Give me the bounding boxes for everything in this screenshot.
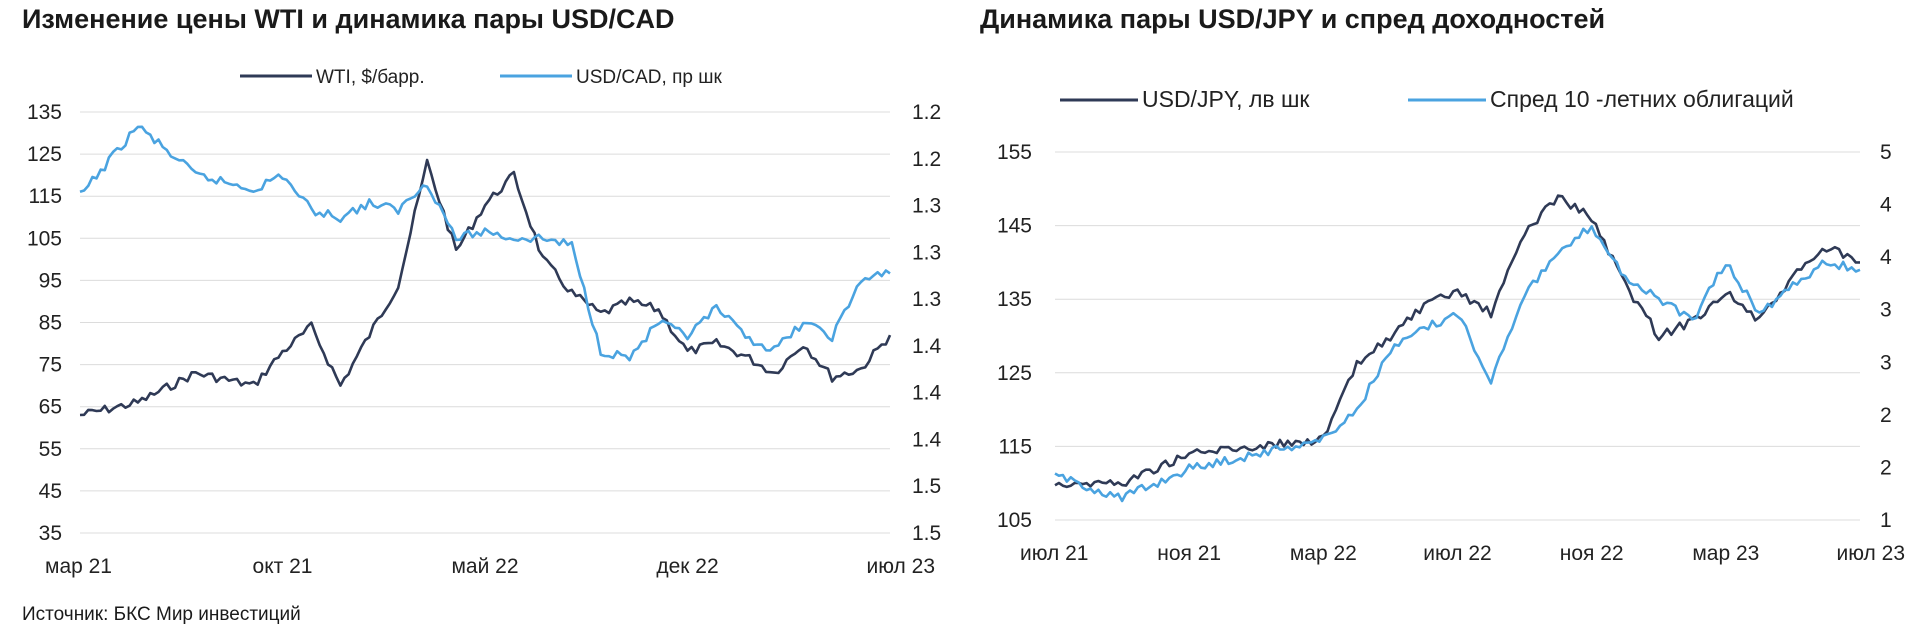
y-left-tick-label: 115	[29, 185, 62, 208]
series-line-primary	[1054, 194, 1861, 489]
y-right-tick-label: 1.3	[912, 195, 941, 218]
x-tick-label: мар 22	[1290, 542, 1357, 565]
y-right-tick-label: 2	[1880, 456, 1892, 479]
x-tick-label: окт 21	[253, 555, 313, 578]
series-line-secondary	[79, 125, 891, 362]
y-right-tick-label: 1.2	[912, 148, 941, 171]
x-tick-label: ноя 21	[1157, 542, 1221, 565]
y-right-tick-label: 4	[1880, 194, 1892, 217]
legend-label: USD/CAD, пр шк	[576, 67, 722, 88]
y-left-tick-label: 105	[997, 509, 1032, 532]
y-left-tick-label: 125	[997, 362, 1032, 385]
y-left-tick-label: 45	[39, 480, 62, 503]
legend-label: USD/JPY, лв шк	[1142, 86, 1310, 112]
x-tick-label: июл 21	[1020, 542, 1088, 565]
y-right-tick-label: 1.4	[912, 428, 942, 451]
chart-title-right: Динамика пары USD/JPY и спред доходносте…	[980, 4, 1606, 34]
y-right-tick-label: 3	[1880, 351, 1892, 374]
chart-title-left: Изменение цены WTI и динамика пары USD/C…	[22, 4, 675, 34]
y-right-tick-label: 1.5	[912, 475, 941, 498]
y-right-tick-label: 2	[1880, 404, 1892, 427]
y-left-tick-label: 85	[39, 312, 62, 335]
y-left-tick-label: 135	[997, 288, 1032, 311]
x-tick-label: июл 22	[1423, 542, 1491, 565]
y-right-tick-label: 1.2	[912, 101, 941, 124]
y-left-tick-label: 115	[999, 435, 1032, 458]
y-left-tick-label: 135	[27, 101, 62, 124]
series-line-primary	[79, 158, 892, 417]
x-tick-label: мар 21	[45, 555, 112, 578]
y-left-tick-label: 145	[997, 215, 1032, 238]
y-right-tick-label: 4	[1880, 246, 1892, 269]
x-tick-label: май 22	[451, 555, 518, 578]
y-right-tick-label: 1.3	[912, 288, 941, 311]
series-line-secondary	[1054, 225, 1861, 503]
x-tick-label: дек 22	[656, 555, 718, 578]
y-left-tick-label: 65	[39, 396, 62, 419]
legend-label: Спред 10 -летних облигаций	[1490, 86, 1794, 112]
x-tick-label: ноя 22	[1560, 542, 1624, 565]
y-left-tick-label: 35	[39, 522, 62, 545]
x-tick-label: июл 23	[1837, 542, 1905, 565]
y-left-tick-label: 105	[27, 227, 62, 250]
x-tick-label: мар 23	[1692, 542, 1759, 565]
y-left-tick-label: 75	[39, 354, 62, 377]
y-left-tick-label: 95	[39, 269, 62, 292]
y-right-tick-label: 1	[1880, 509, 1892, 532]
y-right-tick-label: 1.3	[912, 241, 941, 264]
y-left-tick-label: 125	[27, 143, 62, 166]
legend-label: WTI, $/барр.	[316, 67, 425, 88]
source-note: Источник: БКС Мир инвестиций	[22, 604, 301, 625]
y-left-tick-label: 155	[997, 141, 1032, 164]
y-right-tick-label: 5	[1880, 141, 1892, 164]
y-left-tick-label: 55	[39, 438, 62, 461]
y-right-tick-label: 1.5	[912, 522, 941, 545]
y-right-tick-label: 1.4	[912, 382, 942, 405]
y-right-tick-label: 3	[1880, 299, 1892, 322]
y-right-tick-label: 1.4	[912, 335, 942, 358]
x-tick-label: июл 23	[867, 555, 935, 578]
